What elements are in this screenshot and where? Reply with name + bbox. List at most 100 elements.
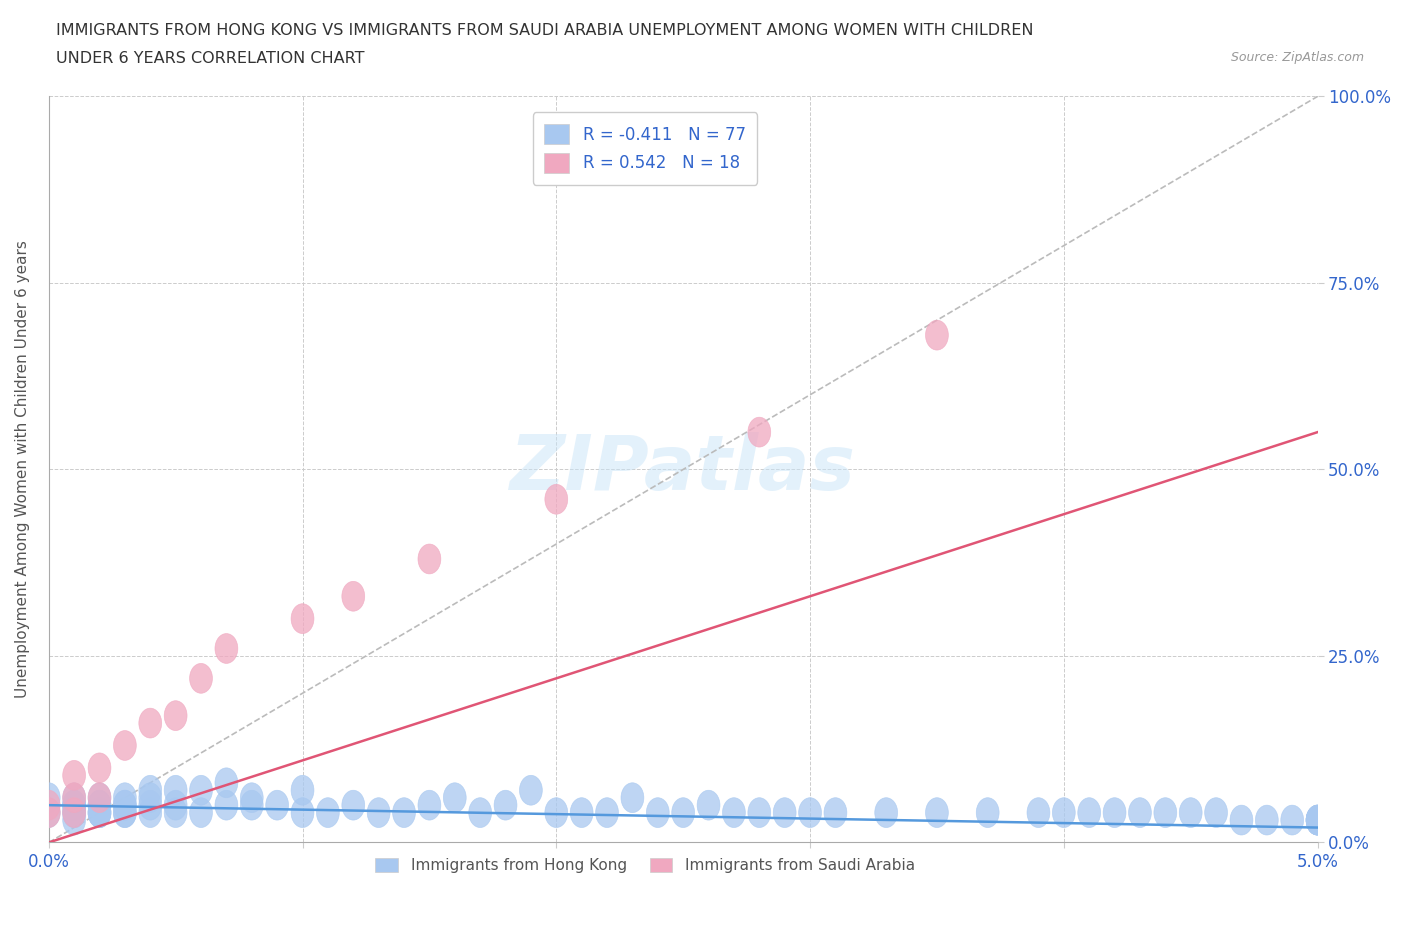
Ellipse shape	[596, 798, 619, 828]
Ellipse shape	[443, 783, 467, 813]
Ellipse shape	[697, 790, 720, 820]
Ellipse shape	[38, 798, 60, 828]
Ellipse shape	[139, 776, 162, 805]
Ellipse shape	[165, 790, 187, 820]
Ellipse shape	[114, 731, 136, 761]
Ellipse shape	[494, 790, 517, 820]
Ellipse shape	[316, 798, 339, 828]
Ellipse shape	[621, 783, 644, 813]
Ellipse shape	[647, 798, 669, 828]
Ellipse shape	[723, 798, 745, 828]
Ellipse shape	[1205, 798, 1227, 828]
Ellipse shape	[114, 798, 136, 828]
Ellipse shape	[63, 761, 86, 790]
Ellipse shape	[748, 418, 770, 447]
Ellipse shape	[418, 790, 441, 820]
Ellipse shape	[139, 708, 162, 738]
Ellipse shape	[63, 798, 86, 828]
Ellipse shape	[468, 798, 492, 828]
Ellipse shape	[799, 798, 821, 828]
Ellipse shape	[139, 790, 162, 820]
Ellipse shape	[976, 798, 1000, 828]
Ellipse shape	[114, 798, 136, 828]
Ellipse shape	[546, 798, 568, 828]
Ellipse shape	[89, 790, 111, 820]
Ellipse shape	[165, 700, 187, 731]
Y-axis label: Unemployment Among Women with Children Under 6 years: Unemployment Among Women with Children U…	[15, 241, 30, 698]
Ellipse shape	[89, 798, 111, 828]
Ellipse shape	[215, 768, 238, 798]
Ellipse shape	[1154, 798, 1177, 828]
Ellipse shape	[925, 798, 949, 828]
Ellipse shape	[114, 783, 136, 813]
Ellipse shape	[240, 783, 263, 813]
Ellipse shape	[546, 485, 568, 514]
Ellipse shape	[63, 805, 86, 835]
Ellipse shape	[190, 776, 212, 805]
Text: IMMIGRANTS FROM HONG KONG VS IMMIGRANTS FROM SAUDI ARABIA UNEMPLOYMENT AMONG WOM: IMMIGRANTS FROM HONG KONG VS IMMIGRANTS …	[56, 23, 1033, 38]
Ellipse shape	[114, 790, 136, 820]
Ellipse shape	[139, 783, 162, 813]
Ellipse shape	[1306, 805, 1329, 835]
Ellipse shape	[291, 604, 314, 633]
Ellipse shape	[519, 776, 543, 805]
Ellipse shape	[1180, 798, 1202, 828]
Ellipse shape	[240, 790, 263, 820]
Ellipse shape	[1306, 805, 1329, 835]
Ellipse shape	[925, 320, 949, 350]
Text: ZIPatlas: ZIPatlas	[510, 432, 856, 507]
Ellipse shape	[139, 798, 162, 828]
Ellipse shape	[392, 798, 415, 828]
Ellipse shape	[165, 798, 187, 828]
Ellipse shape	[63, 798, 86, 828]
Ellipse shape	[342, 581, 364, 611]
Ellipse shape	[1129, 798, 1152, 828]
Ellipse shape	[291, 776, 314, 805]
Ellipse shape	[165, 776, 187, 805]
Ellipse shape	[1053, 798, 1076, 828]
Legend: Immigrants from Hong Kong, Immigrants from Saudi Arabia: Immigrants from Hong Kong, Immigrants fr…	[370, 852, 921, 880]
Ellipse shape	[215, 633, 238, 663]
Ellipse shape	[824, 798, 846, 828]
Ellipse shape	[773, 798, 796, 828]
Ellipse shape	[63, 790, 86, 820]
Ellipse shape	[672, 798, 695, 828]
Text: UNDER 6 YEARS CORRELATION CHART: UNDER 6 YEARS CORRELATION CHART	[56, 51, 364, 66]
Ellipse shape	[38, 798, 60, 828]
Ellipse shape	[89, 783, 111, 813]
Ellipse shape	[748, 798, 770, 828]
Ellipse shape	[418, 544, 441, 574]
Ellipse shape	[215, 790, 238, 820]
Ellipse shape	[63, 790, 86, 820]
Ellipse shape	[89, 790, 111, 820]
Ellipse shape	[63, 783, 86, 813]
Ellipse shape	[291, 798, 314, 828]
Ellipse shape	[342, 790, 364, 820]
Ellipse shape	[89, 798, 111, 828]
Ellipse shape	[38, 790, 60, 820]
Ellipse shape	[875, 798, 897, 828]
Ellipse shape	[38, 783, 60, 813]
Ellipse shape	[89, 798, 111, 828]
Ellipse shape	[63, 783, 86, 813]
Ellipse shape	[114, 790, 136, 820]
Ellipse shape	[63, 798, 86, 828]
Ellipse shape	[89, 753, 111, 783]
Ellipse shape	[89, 783, 111, 813]
Ellipse shape	[266, 790, 288, 820]
Ellipse shape	[1078, 798, 1101, 828]
Ellipse shape	[571, 798, 593, 828]
Ellipse shape	[1306, 805, 1329, 835]
Ellipse shape	[1306, 805, 1329, 835]
Ellipse shape	[1281, 805, 1303, 835]
Ellipse shape	[367, 798, 389, 828]
Ellipse shape	[63, 790, 86, 820]
Ellipse shape	[1306, 805, 1329, 835]
Ellipse shape	[190, 798, 212, 828]
Ellipse shape	[1306, 805, 1329, 835]
Ellipse shape	[1026, 798, 1050, 828]
Ellipse shape	[1230, 805, 1253, 835]
Ellipse shape	[1104, 798, 1126, 828]
Text: Source: ZipAtlas.com: Source: ZipAtlas.com	[1230, 51, 1364, 64]
Ellipse shape	[190, 663, 212, 693]
